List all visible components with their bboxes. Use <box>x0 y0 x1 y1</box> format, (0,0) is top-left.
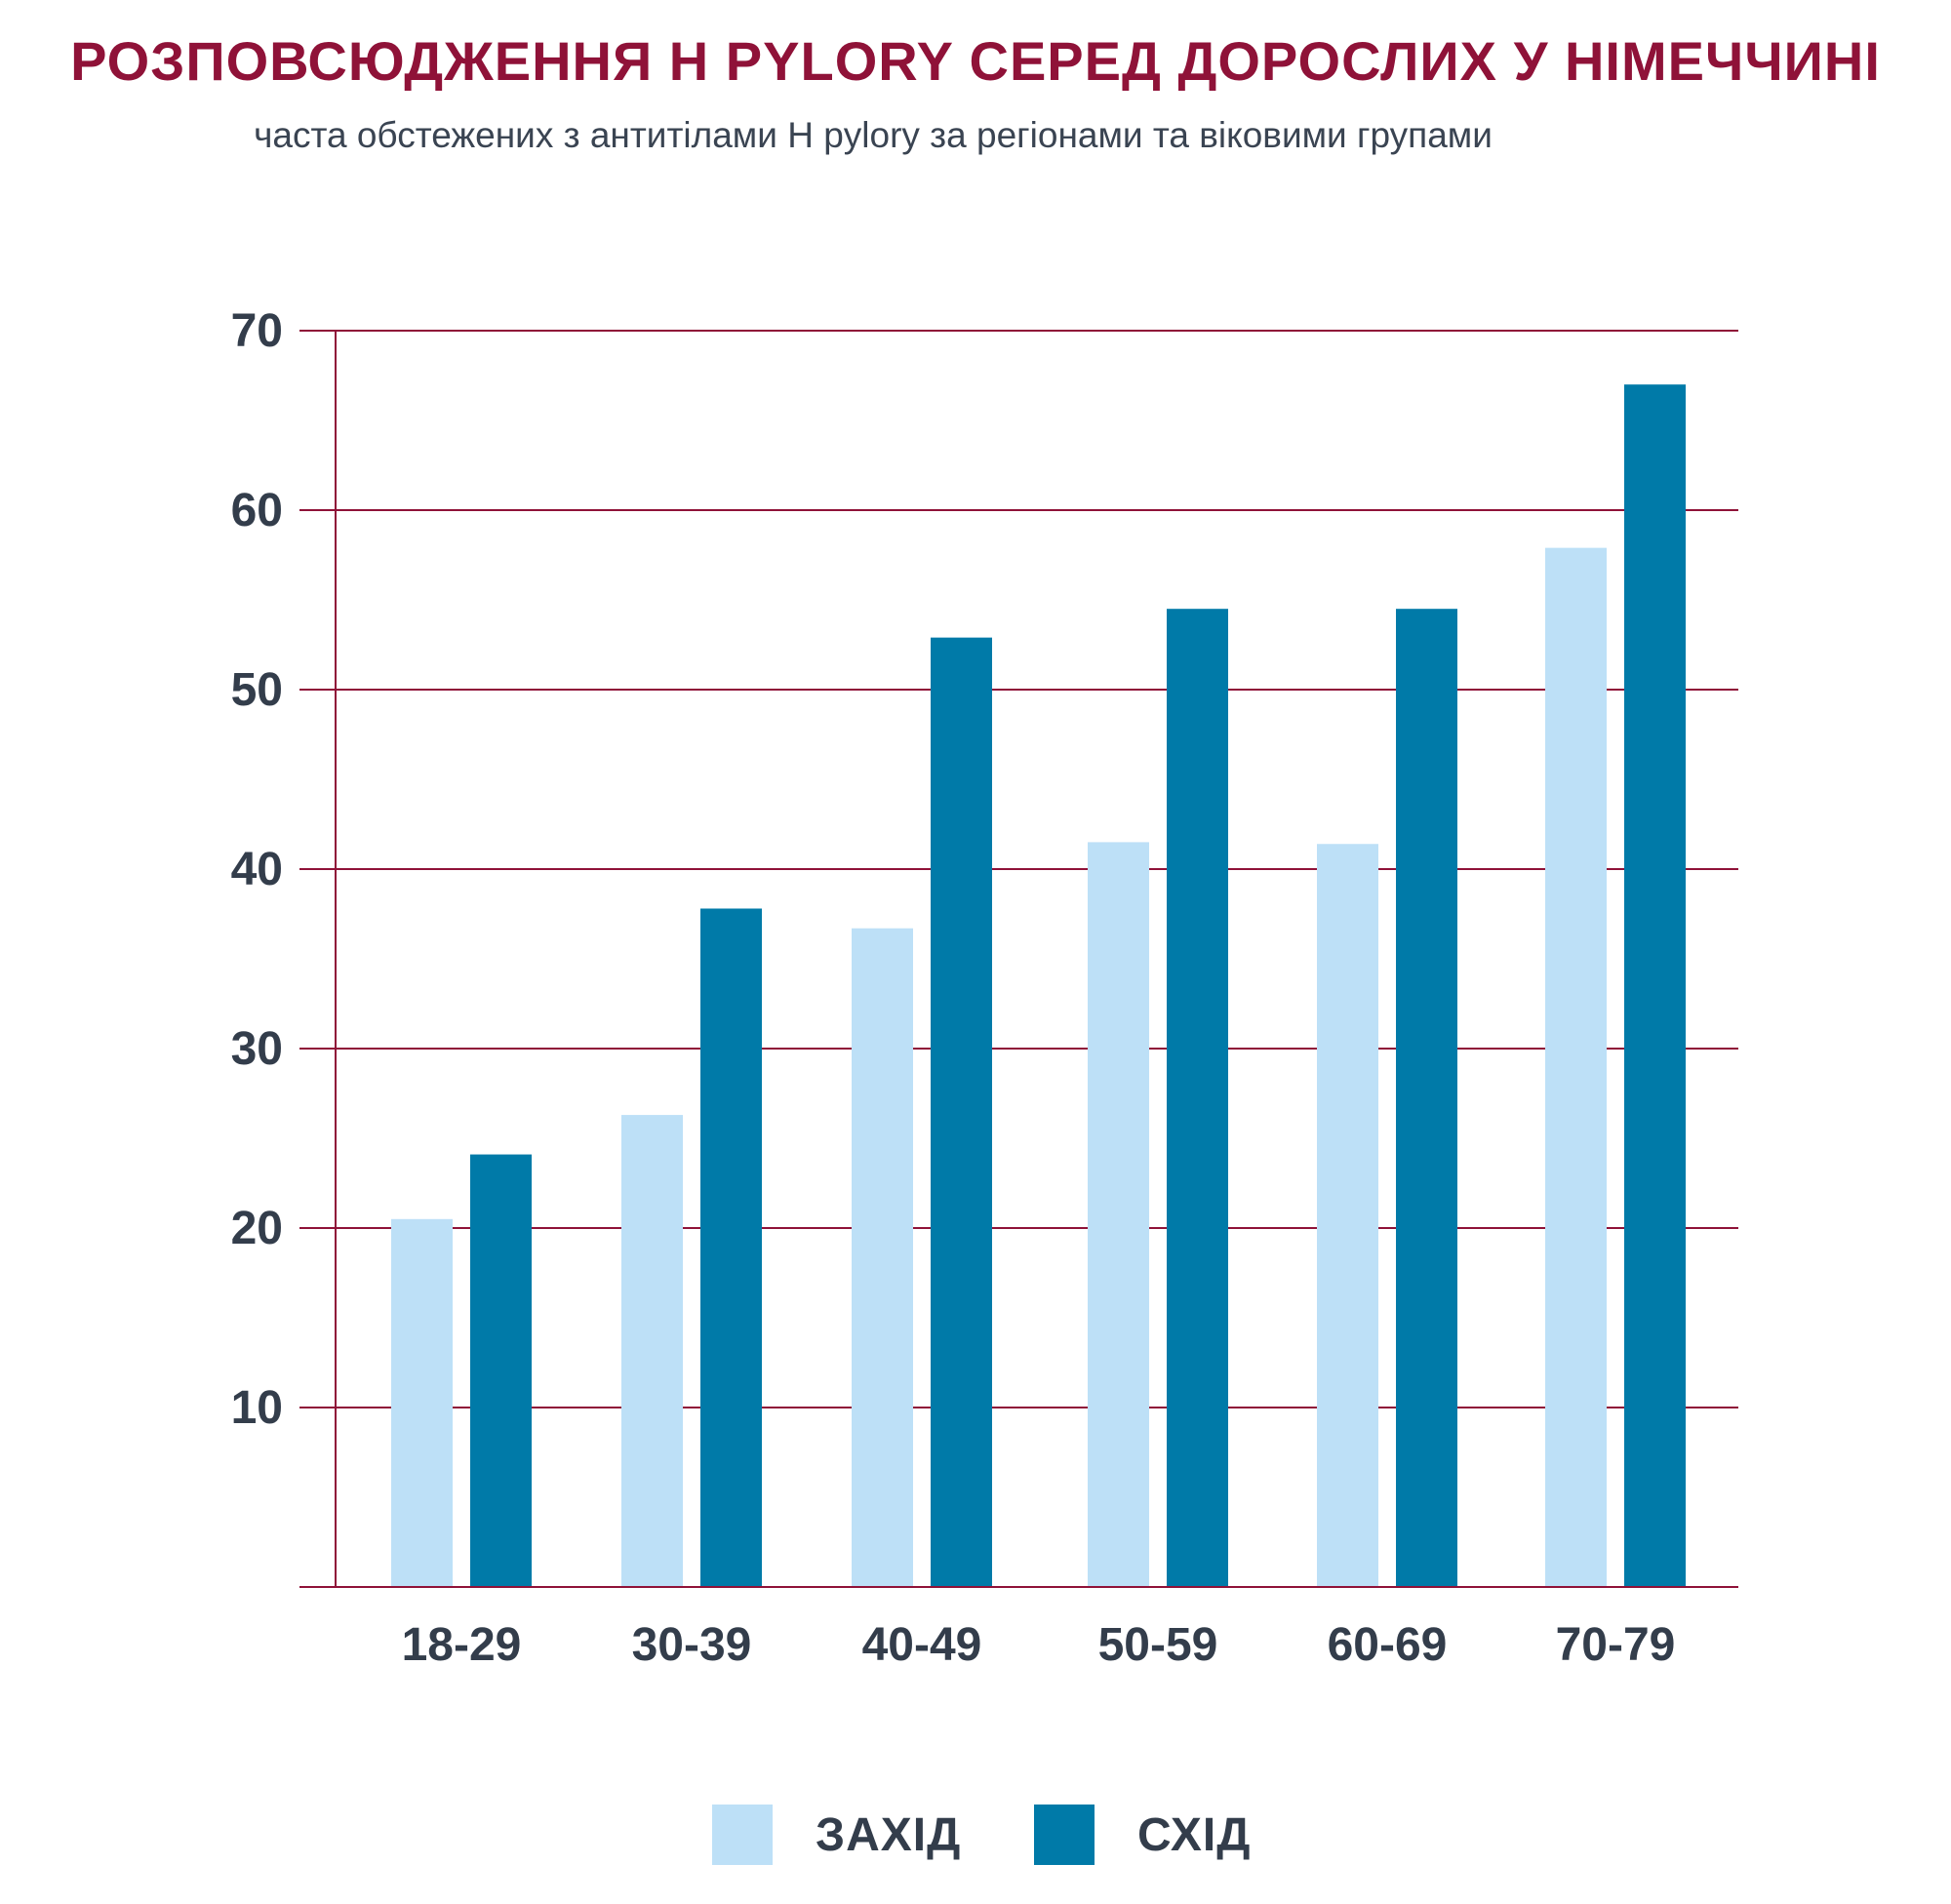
legend-item-east: СХІД <box>1034 1803 1251 1867</box>
x-tick-label-30-39: 30-39 <box>632 1619 752 1671</box>
y-tick-label-40: 40 <box>231 844 283 895</box>
y-tick-label-60: 60 <box>231 485 283 536</box>
x-tick-label-50-59: 50-59 <box>1098 1619 1218 1671</box>
bar-west-18-29 <box>391 1218 453 1587</box>
chart-title: РОЗПОВСЮДЖЕННЯ H PYLORY СЕРЕД ДОРОСЛИХ У… <box>70 30 1881 92</box>
legend-label-east: СХІД <box>1137 1808 1252 1861</box>
legend-swatch-west <box>712 1805 773 1865</box>
bars <box>391 384 1686 1588</box>
bar-east-50-59 <box>1167 609 1228 1587</box>
gridlines <box>299 330 1738 1408</box>
x-tick-label-18-29: 18-29 <box>402 1619 522 1671</box>
y-tick-label-50: 50 <box>231 664 283 716</box>
axes <box>299 331 1738 1588</box>
bar-east-70-79 <box>1624 384 1686 1588</box>
y-tick-label-30: 30 <box>231 1023 283 1075</box>
bar-west-70-79 <box>1545 547 1607 1587</box>
bar-east-60-69 <box>1396 609 1457 1587</box>
bar-east-30-39 <box>700 908 762 1587</box>
bar-east-40-49 <box>931 637 992 1587</box>
legend-item-west: ЗАХІД <box>712 1803 961 1867</box>
x-tick-label-60-69: 60-69 <box>1328 1619 1448 1671</box>
y-tick-label-20: 20 <box>231 1203 283 1254</box>
legend-label-west: ЗАХІД <box>816 1808 962 1861</box>
x-tick-label-40-49: 40-49 <box>862 1619 982 1671</box>
legend-swatch-east <box>1034 1805 1095 1865</box>
bar-west-50-59 <box>1088 842 1149 1587</box>
bar-west-40-49 <box>852 928 913 1587</box>
y-tick-label-70: 70 <box>231 305 283 357</box>
legend: ЗАХІД СХІД <box>0 1803 1951 1871</box>
x-tick-label-70-79: 70-79 <box>1556 1619 1676 1671</box>
bar-east-18-29 <box>470 1154 532 1587</box>
axis-labels: 10 20 30 40 50 60 70 18-29 30-39 40-49 50-59 60-69 7… <box>231 305 1676 1671</box>
bar-west-60-69 <box>1317 844 1378 1587</box>
chart-subtitle: часта обстежених з антитілами H pylory з… <box>254 115 1493 155</box>
bar-west-30-39 <box>621 1115 683 1587</box>
y-tick-label-10: 10 <box>231 1382 283 1434</box>
